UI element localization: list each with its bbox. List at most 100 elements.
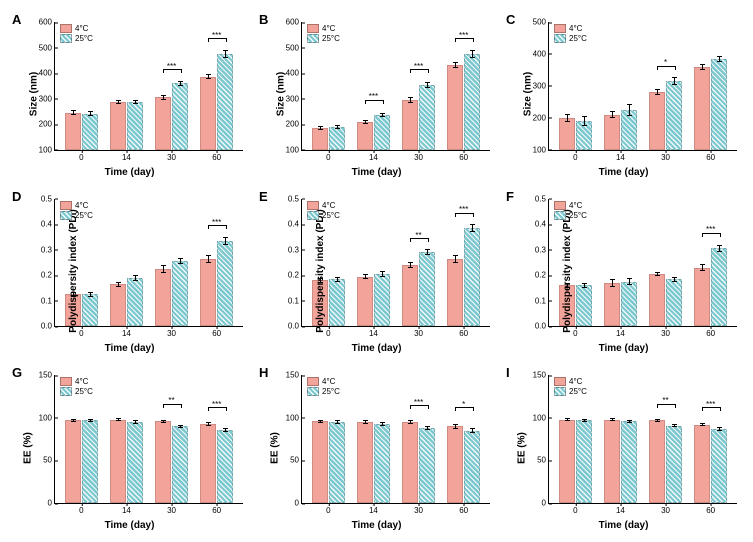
x-axis-label: Time (day) [105, 167, 155, 178]
c25-bar [621, 282, 637, 327]
legend-item: 25°C [60, 34, 93, 43]
significance-label: *** [459, 32, 468, 40]
legend-label: 4°C [75, 377, 88, 386]
significance-label: *** [414, 63, 423, 71]
c25-bar [82, 114, 98, 150]
error-bar [455, 255, 456, 263]
legend-swatch [307, 387, 319, 396]
error-bar [208, 74, 209, 79]
legend-swatch [60, 24, 72, 33]
error-bar [180, 81, 181, 86]
error-bar [584, 116, 585, 126]
error-bar [180, 258, 181, 264]
error-bar [135, 420, 136, 423]
y-tick: 500 [286, 43, 302, 52]
x-tick: 60 [706, 326, 715, 338]
significance-label: *** [369, 93, 378, 101]
y-tick: 100 [286, 413, 302, 422]
panel-A: A1002003004005006000143060******Size (nm… [10, 10, 249, 179]
error-bar [135, 100, 136, 104]
error-bar [410, 97, 411, 103]
c25-bar [464, 431, 480, 503]
c4-bar [312, 421, 328, 503]
y-axis-label: Polydispersity index (PDI) [315, 209, 326, 332]
legend-item: 4°C [307, 377, 340, 386]
c4-bar [200, 424, 216, 503]
significance-label: ** [662, 397, 668, 405]
error-bar [73, 419, 74, 422]
error-bar [612, 111, 613, 117]
significance-label: *** [212, 219, 221, 227]
error-bar [410, 420, 411, 423]
error-bar [472, 224, 473, 232]
c4-bar [402, 265, 418, 326]
y-axis-label: EE (%) [516, 432, 527, 464]
error-bar [612, 418, 613, 421]
c25-bar [329, 422, 345, 503]
legend-swatch [60, 377, 72, 386]
error-bar [382, 271, 383, 276]
x-tick: 0 [326, 503, 330, 515]
legend-swatch [307, 34, 319, 43]
c4-bar [402, 422, 418, 503]
x-tick: 14 [122, 326, 131, 338]
error-bar [225, 50, 226, 58]
c4-bar [649, 274, 665, 326]
error-bar [180, 425, 181, 428]
c4-bar [65, 420, 81, 503]
c4-bar [200, 77, 216, 150]
y-tick: 0.5 [41, 194, 55, 203]
error-bar [584, 419, 585, 422]
panel-C: C1002003004005000143060*Size (nm)Time (d… [504, 10, 743, 179]
c25-bar [217, 54, 233, 150]
legend-label: 25°C [322, 387, 340, 396]
x-tick: 60 [212, 503, 221, 515]
c25-bar [172, 426, 188, 503]
legend-item: 25°C [60, 387, 93, 396]
legend-item: 4°C [60, 377, 93, 386]
legend-swatch [554, 211, 566, 220]
panel-label: C [506, 12, 515, 27]
significance-label: *** [459, 206, 468, 214]
error-bar [382, 113, 383, 117]
y-tick: 400 [39, 69, 55, 78]
y-tick: 100 [533, 145, 549, 154]
error-bar [657, 419, 658, 422]
y-tick: 50 [43, 456, 55, 465]
legend-item: 25°C [307, 211, 340, 220]
error-bar [674, 424, 675, 427]
error-bar [118, 282, 119, 287]
c25-bar [621, 110, 637, 150]
y-tick: 0 [295, 499, 302, 508]
legend-label: 25°C [569, 34, 587, 43]
x-axis-label: Time (day) [599, 520, 649, 531]
significance-label: ** [168, 397, 174, 405]
error-bar [455, 424, 456, 429]
c4-bar [447, 259, 463, 327]
c25-bar [666, 426, 682, 503]
error-bar [657, 272, 658, 276]
significance-label: *** [706, 226, 715, 234]
x-tick: 14 [369, 326, 378, 338]
legend: 4°C25°C [60, 201, 93, 221]
y-tick: 50 [537, 456, 549, 465]
y-tick: 0.5 [288, 194, 302, 203]
y-tick: 300 [39, 94, 55, 103]
error-bar [337, 277, 338, 282]
legend-label: 25°C [75, 34, 93, 43]
legend-swatch [307, 211, 319, 220]
c25-bar [374, 274, 390, 326]
error-bar [657, 89, 658, 95]
x-tick: 14 [369, 150, 378, 162]
c4-bar [155, 421, 171, 503]
panel-label: E [259, 189, 268, 204]
legend-label: 25°C [322, 211, 340, 220]
significance-label: *** [706, 401, 715, 409]
y-tick: 600 [286, 18, 302, 27]
legend-label: 4°C [75, 201, 88, 210]
x-tick: 30 [167, 150, 176, 162]
legend-swatch [307, 201, 319, 210]
panel-D: D0.00.10.20.30.40.50143060***Polydispers… [10, 187, 249, 356]
error-bar [410, 262, 411, 268]
y-tick: 600 [39, 18, 55, 27]
